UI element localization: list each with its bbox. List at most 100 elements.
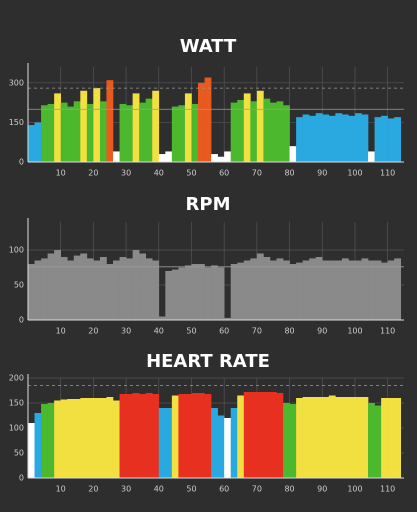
bar — [256, 90, 264, 162]
bar — [47, 403, 55, 478]
x-tick-label: 90 — [317, 169, 327, 178]
bar — [230, 264, 238, 320]
bar — [119, 257, 127, 320]
x-tick-label: 10 — [56, 485, 66, 494]
bar — [93, 398, 101, 478]
x-tick-label: 10 — [56, 327, 66, 336]
bar — [374, 117, 382, 162]
y-tick-label: 200 — [9, 374, 24, 383]
x-tick-label: 30 — [121, 485, 131, 494]
bar — [341, 258, 349, 320]
x-tick-label: 20 — [88, 169, 98, 178]
bar — [302, 397, 310, 478]
bar — [381, 115, 388, 162]
x-tick-label: 40 — [154, 327, 164, 336]
y-tick-label: 50 — [14, 449, 24, 458]
x-tick-label: 20 — [88, 327, 98, 336]
bar — [165, 151, 173, 162]
bar — [217, 267, 225, 320]
x-tick-label: 100 — [347, 327, 362, 336]
bar — [73, 101, 81, 162]
x-tick-label: 70 — [252, 485, 262, 494]
bar — [126, 258, 133, 320]
x-tick-label: 60 — [219, 169, 229, 178]
bar — [80, 90, 88, 162]
bar — [381, 262, 388, 320]
bar — [93, 88, 101, 162]
y-tick-label: 150 — [9, 399, 24, 408]
bar — [250, 258, 258, 320]
bar — [243, 392, 251, 478]
bar — [309, 115, 317, 162]
bar — [269, 260, 277, 320]
bar — [34, 413, 42, 478]
bar — [204, 394, 212, 478]
x-tick-label: 60 — [219, 327, 229, 336]
bar — [230, 102, 238, 162]
bar — [54, 93, 61, 162]
bar — [250, 101, 258, 162]
bar — [28, 264, 35, 320]
bar — [60, 399, 68, 478]
x-tick-label: 110 — [380, 169, 395, 178]
chart-panel: HEART RATE 0 50 100 150 200 10 20 30 40 50 60 70 80 90… — [9, 351, 404, 494]
bar — [302, 114, 310, 162]
bar — [106, 80, 114, 162]
x-tick-label: 90 — [317, 327, 327, 336]
x-tick-label: 50 — [186, 327, 196, 336]
bar — [263, 392, 271, 478]
x-tick-label: 110 — [380, 327, 395, 336]
bar — [99, 257, 107, 320]
bar — [158, 408, 166, 478]
bar — [204, 77, 212, 162]
bar — [335, 260, 343, 320]
bar — [165, 408, 173, 478]
bar — [67, 399, 75, 478]
bar — [237, 395, 245, 478]
bar — [41, 105, 48, 162]
x-tick-label: 80 — [284, 485, 294, 494]
y-tick-label: 0 — [19, 316, 24, 325]
bar — [256, 392, 264, 478]
x-tick-label: 100 — [347, 169, 362, 178]
bar — [113, 151, 120, 162]
bar — [217, 156, 225, 162]
bar — [60, 257, 68, 320]
bar — [139, 253, 147, 320]
bar — [54, 250, 61, 320]
bar — [158, 154, 166, 162]
bar — [256, 253, 264, 320]
bar — [41, 258, 48, 320]
bar — [230, 408, 238, 478]
bar — [211, 154, 218, 162]
bar — [368, 260, 375, 320]
bar — [296, 117, 303, 162]
bar — [145, 98, 153, 162]
x-tick-label: 90 — [317, 485, 327, 494]
bar — [269, 392, 277, 478]
bar — [354, 113, 362, 162]
bar — [341, 397, 349, 478]
chart-panel: RPM 0 50 100 10 20 30 40 50 60 70 80 90 100 110 — [9, 194, 404, 336]
bar — [132, 93, 140, 162]
bar — [132, 393, 140, 478]
bar — [139, 394, 147, 478]
x-tick-label: 70 — [252, 169, 262, 178]
bar — [394, 117, 402, 162]
bar — [86, 398, 94, 478]
bar — [34, 260, 42, 320]
bar — [28, 423, 35, 478]
x-tick-label: 110 — [380, 485, 395, 494]
bar — [276, 393, 284, 478]
bar — [289, 146, 297, 162]
bar — [276, 258, 284, 320]
x-tick-label: 100 — [347, 485, 362, 494]
bar — [394, 398, 402, 478]
bar — [204, 267, 212, 320]
bar — [361, 114, 369, 162]
bar — [328, 115, 336, 162]
x-tick-label: 30 — [121, 169, 131, 178]
bar — [158, 316, 166, 320]
bar — [86, 103, 94, 162]
